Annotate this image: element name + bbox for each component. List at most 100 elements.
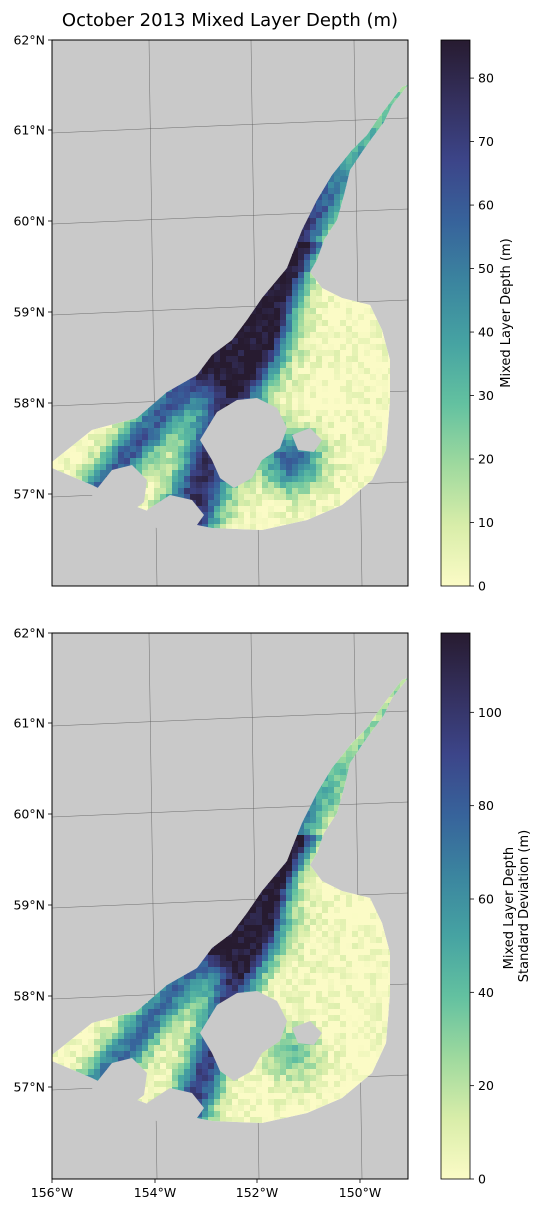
field-cell xyxy=(256,362,263,369)
field-cell xyxy=(166,434,173,441)
field-cell xyxy=(298,470,305,477)
field-cell xyxy=(316,290,323,297)
mld-map-panel: 57°N58°N59°N60°N61°N62°N 010203040506070… xyxy=(13,33,514,594)
field-cell xyxy=(310,392,317,399)
field-cell xyxy=(328,176,335,183)
field-cell xyxy=(322,308,329,315)
field-cell xyxy=(202,512,209,519)
field-cell xyxy=(202,506,209,513)
field-cell xyxy=(382,356,389,363)
field-cell xyxy=(142,500,149,507)
field-cell xyxy=(316,212,323,219)
field-cell xyxy=(226,518,233,525)
field-cell xyxy=(76,458,83,465)
field-cell xyxy=(286,362,293,369)
field-cell xyxy=(322,188,329,195)
field-cell xyxy=(370,332,377,339)
field-cell xyxy=(238,326,245,333)
field-cell xyxy=(82,440,89,447)
field-cell xyxy=(328,416,335,423)
field-cell xyxy=(184,458,191,465)
field-cell xyxy=(136,428,143,435)
field-cell xyxy=(382,110,389,117)
field-cell xyxy=(310,476,317,483)
field-cell xyxy=(274,368,281,375)
field-cell xyxy=(238,344,245,351)
field-cell xyxy=(364,386,371,393)
field-cell xyxy=(232,368,239,375)
field-cell xyxy=(262,464,269,471)
field-cell xyxy=(388,98,395,105)
field-cell xyxy=(262,380,269,387)
field-cell xyxy=(334,356,341,363)
field-cell xyxy=(364,434,371,441)
field-cell xyxy=(298,320,305,327)
field-cell xyxy=(286,350,293,357)
field-cell xyxy=(358,482,365,489)
field-cell xyxy=(178,482,185,489)
field-cell xyxy=(214,404,221,411)
field-cell xyxy=(292,482,299,489)
field-cell xyxy=(346,332,353,339)
field-cell xyxy=(322,338,329,345)
field-cell xyxy=(298,260,305,267)
field-cell xyxy=(334,302,341,309)
field-cell xyxy=(196,422,203,429)
field-cell xyxy=(154,464,161,471)
field-cell xyxy=(154,434,161,441)
field-cell xyxy=(358,374,365,381)
colorbar-tick-label: 70 xyxy=(478,134,494,149)
field-cell xyxy=(190,440,197,447)
field-cell xyxy=(334,350,341,357)
field-cell xyxy=(208,356,215,363)
field-cell xyxy=(208,458,215,465)
field-cell xyxy=(106,452,113,459)
field-cell xyxy=(76,470,83,477)
field-cell xyxy=(298,458,305,465)
field-cell xyxy=(184,494,191,501)
field-cell xyxy=(244,392,251,399)
field-cell xyxy=(220,380,227,387)
field-cell xyxy=(220,482,227,489)
field-cell xyxy=(382,392,389,399)
field-cell xyxy=(196,488,203,495)
field-cell xyxy=(244,344,251,351)
field-cell xyxy=(214,392,221,399)
field-cell xyxy=(214,512,221,519)
field-cell xyxy=(286,440,293,447)
field-cell xyxy=(310,512,317,519)
field-cell xyxy=(334,176,341,183)
field-cell xyxy=(340,380,347,387)
field-cell xyxy=(322,446,329,453)
field-cell xyxy=(334,386,341,393)
field-cell xyxy=(118,446,125,453)
field-cell xyxy=(286,458,293,465)
field-cell xyxy=(256,344,263,351)
field-cell xyxy=(370,368,377,375)
field-cell xyxy=(202,494,209,501)
field-cell xyxy=(310,278,317,285)
field-cell xyxy=(328,290,335,297)
field-cell xyxy=(232,488,239,495)
field-cell xyxy=(304,224,311,231)
field-cell xyxy=(262,386,269,393)
field-cell xyxy=(316,416,323,423)
field-cell xyxy=(358,416,365,423)
field-cell xyxy=(286,500,293,507)
field-cell xyxy=(364,314,371,321)
field-cell xyxy=(262,470,269,477)
field-cell xyxy=(286,506,293,513)
field-cell xyxy=(334,494,341,501)
field-cell xyxy=(352,410,359,417)
field-cell xyxy=(262,458,269,465)
field-cell xyxy=(316,476,323,483)
field-cell xyxy=(52,458,59,465)
field-cell xyxy=(214,398,221,405)
field-cell xyxy=(250,518,257,525)
field-cell xyxy=(256,500,263,507)
field-cell xyxy=(190,380,197,387)
field-cell xyxy=(340,176,347,183)
field-cell xyxy=(382,362,389,369)
field-cell xyxy=(154,446,161,453)
field-cell xyxy=(304,344,311,351)
